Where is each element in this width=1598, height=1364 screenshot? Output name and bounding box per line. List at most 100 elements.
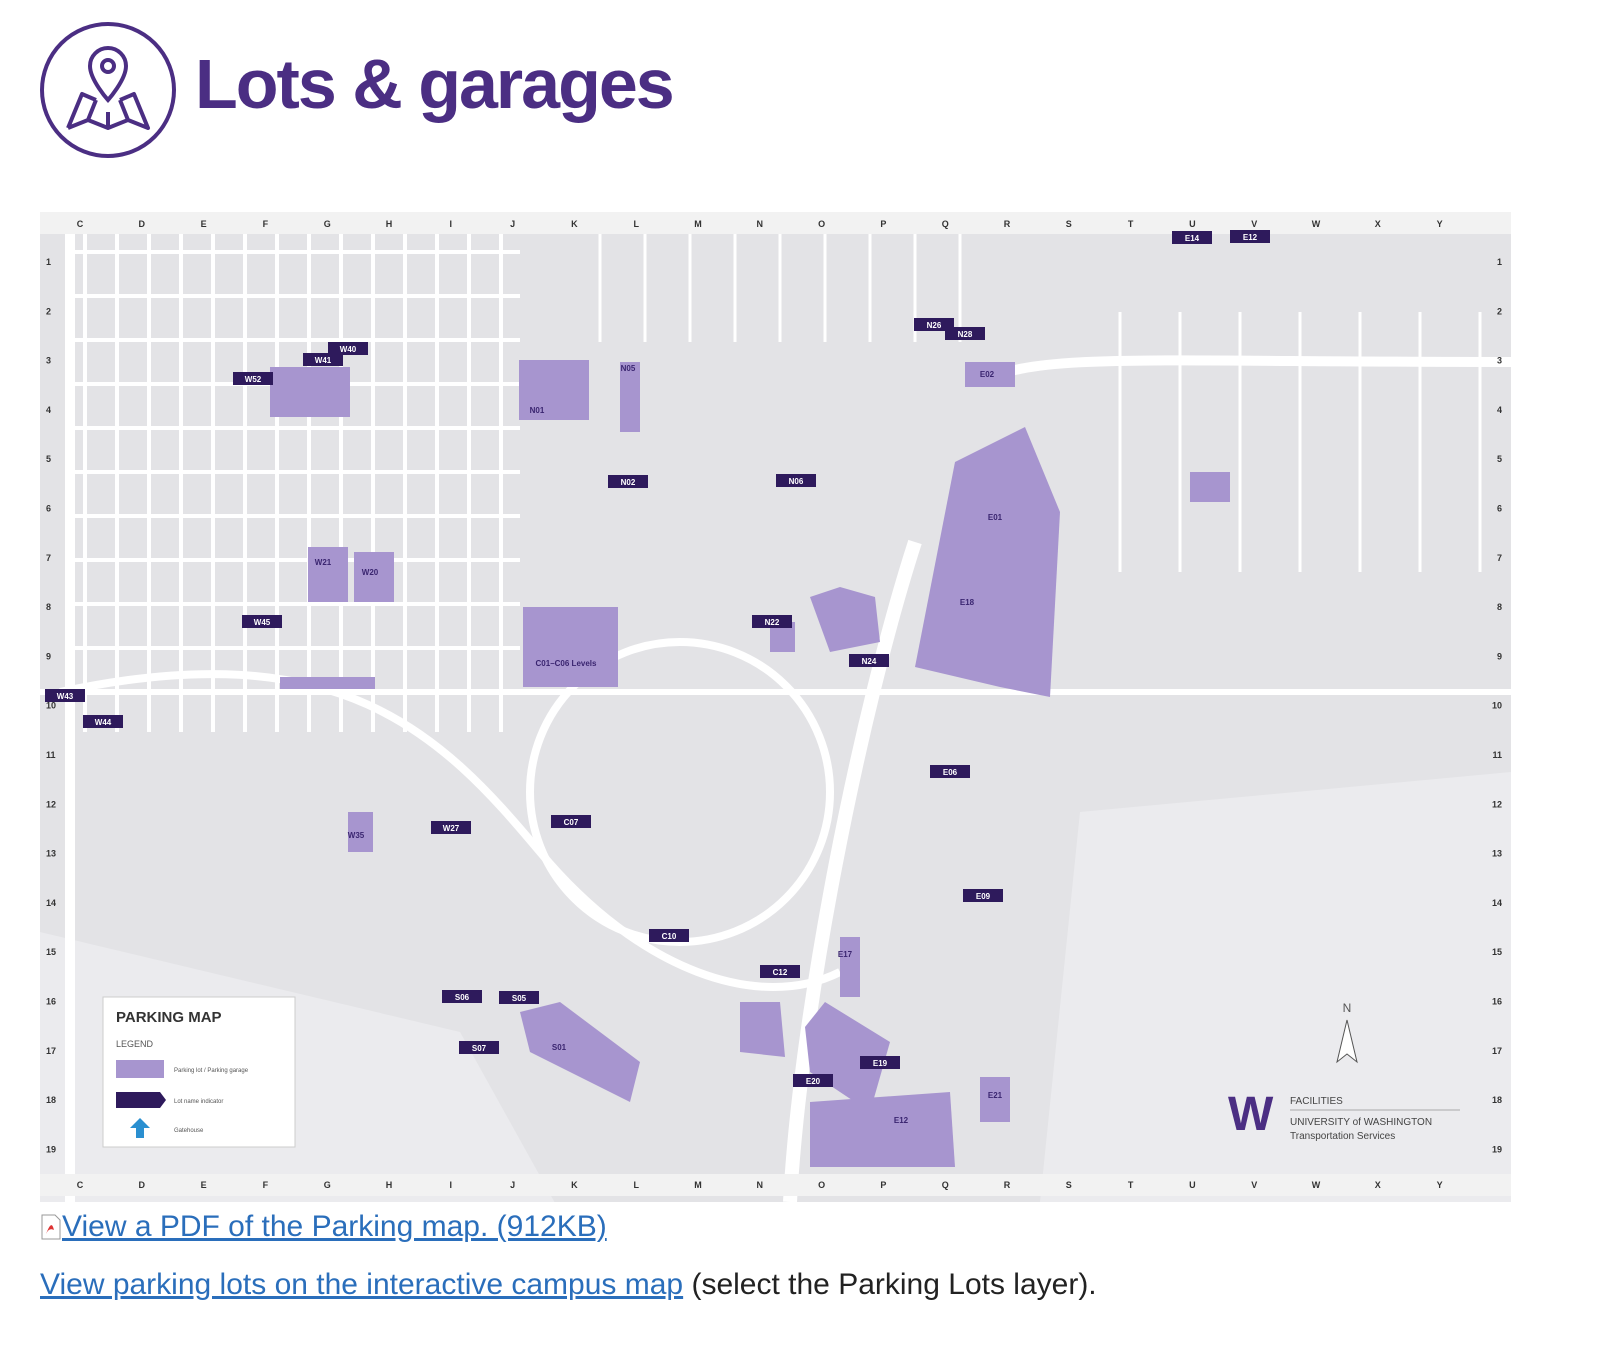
lot-label: E18 [960,598,975,607]
column-label: J [510,219,515,229]
column-label: C [77,219,84,229]
lot-label: E21 [988,1091,1003,1100]
pdf-link[interactable]: View a PDF of the Parking map. (912KB) [62,1210,607,1243]
row-label: 6 [1497,504,1502,514]
lot-label: W44 [95,718,112,727]
column-label: G [324,1180,331,1190]
lot-label: N22 [765,618,780,627]
column-label: X [1375,219,1381,229]
row-label: 3 [46,356,51,366]
row-label: 14 [46,898,56,908]
column-label: M [694,1180,702,1190]
lot-label: N28 [958,330,973,339]
row-label: 17 [1492,1046,1502,1056]
column-label: I [450,219,453,229]
row-label: 6 [46,504,51,514]
lot-label: N26 [927,321,942,330]
row-label: 15 [46,947,56,957]
column-label: H [386,1180,393,1190]
column-label: P [880,1180,886,1190]
column-label: Y [1437,219,1443,229]
column-label: R [1004,219,1011,229]
column-label: U [1189,219,1196,229]
lot-label: N24 [862,657,877,666]
lot-label: S01 [552,1043,567,1052]
column-label: O [818,219,825,229]
lot-label: W27 [443,824,460,833]
column-label: N [757,219,764,229]
legend-title: PARKING MAP [116,1009,222,1026]
column-label: T [1128,219,1134,229]
lot-label: N06 [789,477,804,486]
lot-label: W20 [362,568,379,577]
lot-label: S05 [512,994,527,1003]
lot-label: E12 [894,1116,909,1125]
logo-text: Transportation Services [1290,1131,1395,1142]
row-label: 13 [1492,849,1502,859]
lot-label: W52 [245,375,262,384]
row-label: 4 [46,405,51,415]
legend: PARKING MAP LEGEND Parking lot / Parking… [102,996,296,1148]
row-label: 2 [46,306,51,316]
column-label: P [880,219,886,229]
lot-label: E09 [976,892,991,901]
parking-icon [40,22,176,158]
column-label: R [1004,1180,1011,1190]
row-label: 11 [46,750,56,760]
lot-label: E19 [873,1059,888,1068]
column-label: Q [942,219,949,229]
row-label: 4 [1497,405,1502,415]
row-label: 5 [1497,454,1502,464]
row-label: 16 [46,997,56,1007]
row-label: 7 [46,553,51,563]
column-label: X [1375,1180,1381,1190]
lot-label: W40 [340,345,357,354]
lot-label: N02 [621,478,636,487]
logo-text: UNIVERSITY of WASHINGTON [1290,1117,1432,1128]
lot-label: E01 [988,513,1003,522]
column-label: K [571,1180,578,1190]
row-label: 3 [1497,356,1502,366]
pdf-line: View a PDF of the Parking map. (912KB) [40,1210,607,1244]
lot-label: E02 [980,370,995,379]
column-label: I [450,1180,453,1190]
row-label: 7 [1497,553,1502,563]
campus-map-link[interactable]: View parking lots on the interactive cam… [40,1268,684,1301]
lot-label: C12 [773,968,788,977]
row-label: 19 [1492,1144,1502,1154]
column-label: W [1312,1180,1321,1190]
lot-label: E12 [1243,233,1258,242]
row-label: 8 [46,602,51,612]
logo-mark: W [1228,1088,1274,1141]
page-title: Lots & garages [195,45,675,123]
row-label: 19 [46,1144,56,1154]
logo: W FACILITIES UNIVERSITY of WASHINGTON Tr… [1228,1088,1460,1142]
lot-label: C01–C06 Levels [536,659,597,668]
column-label: W [1312,219,1321,229]
column-label: Q [942,1180,949,1190]
lot-label: E20 [806,1077,821,1086]
lot-label: N05 [621,364,636,373]
column-label: D [139,1180,146,1190]
row-label: 5 [46,454,51,464]
row-label: 10 [46,701,56,711]
lot-label: E14 [1185,234,1200,243]
logo-text: FACILITIES [1290,1096,1343,1107]
lot-label: W21 [315,558,332,567]
lot-label: W43 [57,692,74,701]
column-label: V [1251,1180,1257,1190]
north-label: N [1343,1001,1352,1015]
row-label: 15 [1492,947,1502,957]
row-label: 8 [1497,602,1502,612]
legend-item: Parking lot / Parking garage [174,1068,249,1074]
column-label: K [571,219,578,229]
note: (select the Parking Lots layer). [691,1268,1097,1301]
legend-subtitle: LEGEND [116,1039,154,1049]
north-arrow: N [1336,1001,1358,1064]
column-label: F [263,1180,269,1190]
row-label: 18 [46,1095,56,1105]
column-label: V [1251,219,1257,229]
row-label: 1 [46,257,51,267]
lot-label: C07 [564,818,579,827]
